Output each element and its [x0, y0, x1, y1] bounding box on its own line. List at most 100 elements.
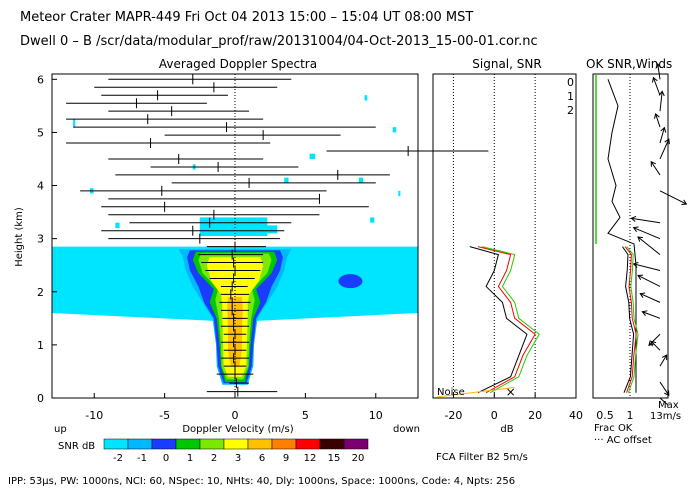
colorbar-tick-label: 3 — [235, 453, 241, 464]
snr-title: Signal, SNR — [472, 57, 541, 71]
doppler-xtick-label: 0 — [232, 409, 239, 422]
colorbar-tick-label: 0 — [163, 453, 169, 464]
colorbar-swatch-5 — [223, 438, 249, 450]
fca-filter-label: FCA Filter B2 5m/s — [436, 452, 528, 463]
winds-xlabel: Frac OK — [594, 423, 633, 434]
snr-series-1 — [477, 246, 536, 394]
colorbar-swatch-0 — [103, 438, 129, 450]
wind-arrow-2 — [650, 341, 661, 351]
colorbar-tick-label: 9 — [283, 453, 289, 464]
wind-arrow-17 — [652, 77, 661, 96]
colorbar-swatch-1 — [127, 438, 153, 450]
frac-ok-line — [607, 79, 637, 393]
noise-patch-7 — [364, 95, 368, 101]
colorbar-tick-label: 12 — [304, 453, 317, 464]
ok-snr-series-2 — [626, 246, 639, 393]
wind-arrowhead-8 — [637, 236, 644, 242]
noise-patch-2 — [73, 119, 76, 128]
colorbar-swatch-7 — [271, 438, 297, 450]
colorbar-swatch-10 — [343, 438, 369, 450]
doppler-xtick-label: 5 — [302, 409, 309, 422]
colorbar-tick-label: 15 — [328, 453, 341, 464]
snr-legend-1: 1 — [567, 90, 574, 103]
doppler-ytick-label: 0 — [37, 392, 44, 405]
noise-patch-6 — [370, 217, 375, 223]
doppler-axes: -10 -5 0 5 10 0 1 2 3 4 5 6 — [37, 73, 383, 422]
snr-xtick-label: 40 — [569, 409, 583, 422]
snr-frame — [432, 73, 577, 399]
wind-arrow-10 — [631, 217, 661, 224]
colorbar-tick-label: 6 — [259, 453, 265, 464]
wind-arrow-16 — [659, 91, 663, 112]
wind-arrow-14 — [659, 127, 665, 144]
winds-xtick-label: 1 — [627, 409, 634, 422]
noise-patch-10 — [199, 217, 268, 236]
wind-arrow-0 — [659, 381, 670, 396]
ok-snr-series-1 — [624, 246, 637, 393]
wind-arrow-13 — [659, 138, 670, 160]
wind-arrowhead-10 — [630, 215, 637, 222]
wind-arrowhead-7 — [632, 261, 639, 268]
wind-arrowhead-11 — [681, 199, 688, 205]
colorbar-tick-label: -2 — [113, 453, 123, 464]
wind-arrow-6 — [637, 275, 661, 287]
wind-arrowhead-17 — [651, 76, 658, 83]
colorbar-swatch-4 — [199, 438, 225, 450]
header-path: Dwell 0 – B /scr/data/modular_prof/raw/2… — [20, 34, 538, 49]
wind-arrow-18 — [657, 63, 661, 80]
snr-xlabel: dB — [500, 424, 513, 435]
wind-arrowhead-0 — [664, 390, 670, 397]
doppler-panel: -10 -5 0 5 10 0 1 2 3 4 5 6 Averaged Doppler Spectr… — [14, 57, 489, 435]
snr-noise-marker: × — [506, 385, 516, 399]
noise-patch-1 — [115, 222, 120, 229]
doppler-title: Averaged Doppler Spectra — [159, 57, 317, 71]
wind-scale-arrow — [659, 397, 669, 406]
wind-arrowhead-15 — [654, 112, 660, 119]
winds-xtick-label: 0.5 — [596, 409, 614, 422]
wind-arrowhead-18 — [655, 62, 662, 69]
snr-noise-label: Noise — [437, 387, 465, 398]
wind-arrow-11 — [659, 190, 687, 205]
colorbar-label: SNR dB — [58, 441, 95, 452]
ok-snr-series-0 — [621, 246, 635, 393]
wind-arrow-7 — [633, 263, 661, 272]
noise-patch-9 — [398, 190, 401, 197]
wind-arrow-3 — [648, 333, 661, 346]
wind-arrowhead-13 — [664, 138, 670, 145]
wind-arrowhead-4 — [641, 310, 648, 316]
wind-arrowhead-16 — [658, 90, 665, 97]
snr-legend-2: 2 — [567, 104, 574, 117]
doppler-up-label: up — [54, 424, 67, 435]
colorbar-swatch-6 — [247, 438, 273, 450]
doppler-xtick-label: 10 — [369, 409, 383, 422]
doppler-ylabel: Height (km) — [14, 207, 25, 267]
wind-arrowhead-12 — [650, 160, 656, 167]
snr-panel: × -20 0 20 40 Signal, SNR dB Noise 012 — [432, 57, 583, 435]
colorbar-tick-label: 1 — [187, 453, 193, 464]
header-title: Meteor Crater MAPR-449 Fri Oct 04 2013 1… — [20, 10, 474, 25]
winds-max-value: 13m/s — [650, 411, 681, 422]
doppler-ytick-label: 6 — [37, 73, 44, 86]
noise-patch-11 — [263, 225, 278, 234]
wind-arrowhead-9 — [632, 226, 639, 232]
doppler-down-label: down — [393, 424, 420, 435]
wind-arrow-1 — [659, 354, 668, 367]
noise-patch-8 — [392, 127, 397, 133]
colorbar-swatch-8 — [295, 438, 321, 450]
wind-arrow-5 — [639, 293, 661, 303]
doppler-spectra-marks — [66, 74, 489, 397]
doppler-xtick-label: -10 — [85, 409, 103, 422]
doppler-ytick-label: 5 — [37, 126, 44, 139]
snr-legend-0: 0 — [567, 76, 574, 89]
wind-arrowhead-5 — [639, 292, 646, 298]
colorbar: SNR dB -2 -1 0 1 2 3 6 9 12 15 20 — [58, 438, 369, 464]
wind-arrow-12 — [650, 161, 661, 176]
wind-arrow-4 — [642, 311, 661, 319]
snr-xtick-label: -20 — [444, 409, 462, 422]
noise-patch-5 — [309, 153, 316, 159]
doppler-ytick-label: 2 — [37, 286, 44, 299]
wind-arrowhead-6 — [637, 274, 644, 280]
snr-xtick-label: 0 — [491, 409, 498, 422]
contour-blob — [338, 274, 363, 289]
wind-arrow-8 — [637, 236, 661, 255]
